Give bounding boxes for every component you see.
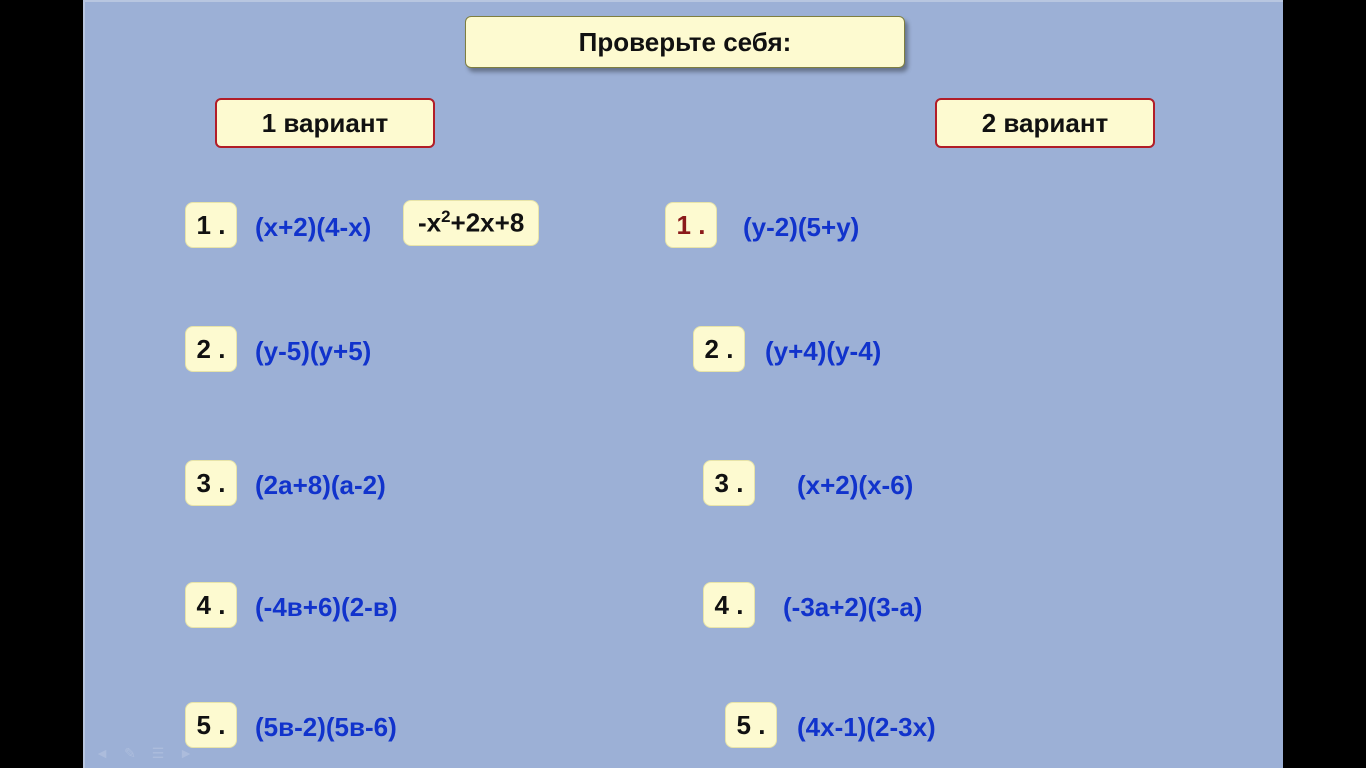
left-item-1-answer: -x2+2x+8	[403, 200, 539, 246]
right-item-1-number: 1 .	[665, 202, 717, 248]
right-item-3-number: 3 .	[703, 460, 755, 506]
slide: Проверьте себя: 1 вариант 2 вариант 1 . …	[83, 0, 1283, 768]
left-item-1-number: 1 .	[185, 202, 237, 248]
left-item-5-number: 5 .	[185, 702, 237, 748]
menu-icon[interactable]: ☰	[149, 744, 167, 762]
right-item-1-expression: (y-2)(5+y)	[743, 212, 859, 243]
title-box: Проверьте себя:	[465, 16, 905, 68]
arrow-right-icon[interactable]: ►	[177, 744, 195, 762]
right-item-4-number: 4 .	[703, 582, 755, 628]
left-item-4-number: 4 .	[185, 582, 237, 628]
left-item-1-expression: (x+2)(4-x)	[255, 212, 371, 243]
left-item-4-expression: (-4в+6)(2-в)	[255, 592, 397, 623]
right-item-3-expression: (x+2)(x-6)	[797, 470, 913, 501]
right-item-5-expression: (4x-1)(2-3x)	[797, 712, 936, 743]
left-item-3-number: 3 .	[185, 460, 237, 506]
left-item-5-expression: (5в-2)(5в-6)	[255, 712, 397, 743]
left-item-2-number: 2 .	[185, 326, 237, 372]
arrow-left-icon[interactable]: ◄	[93, 744, 111, 762]
right-item-5-number: 5 .	[725, 702, 777, 748]
right-item-2-number: 2 .	[693, 326, 745, 372]
right-item-4-expression: (-3a+2)(3-a)	[783, 592, 922, 623]
left-item-3-expression: (2a+8)(a-2)	[255, 470, 386, 501]
variant-2-header: 2 вариант	[935, 98, 1155, 148]
variant-1-header: 1 вариант	[215, 98, 435, 148]
slide-nav: ◄ ✎ ☰ ►	[93, 744, 195, 762]
left-item-2-expression: (y-5)(y+5)	[255, 336, 371, 367]
right-item-2-expression: (y+4)(y-4)	[765, 336, 881, 367]
pen-icon[interactable]: ✎	[121, 744, 139, 762]
